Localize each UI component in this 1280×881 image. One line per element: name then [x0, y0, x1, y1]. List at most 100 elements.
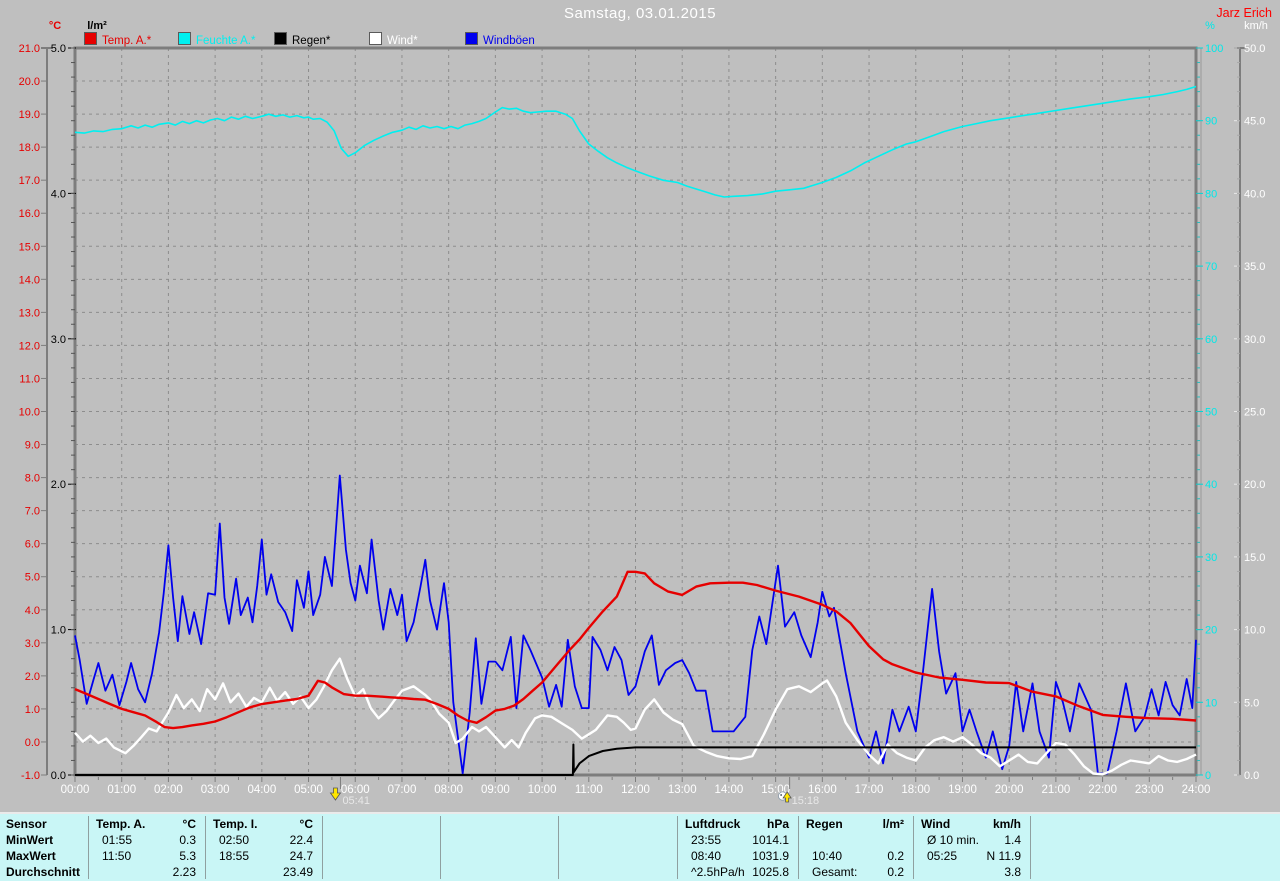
axis-tick-label: 70 — [1205, 261, 1217, 273]
x-axis-hour-label: 06:00 — [341, 784, 370, 796]
table-value-number: 5.3 — [179, 849, 196, 863]
x-axis-hour-label: 17:00 — [855, 784, 884, 796]
table-value-time: 11:50 — [102, 849, 132, 863]
table-col-header-unit: l/m² — [882, 817, 904, 831]
x-axis-hour-label: 18:00 — [901, 784, 930, 796]
axis-unit-humidity: % — [1205, 20, 1215, 32]
legend-swatch-icon — [465, 32, 478, 45]
axis-tick-label: 5.0 — [25, 572, 40, 584]
table-column-separator — [440, 816, 441, 879]
legend-swatch-icon — [369, 32, 382, 45]
x-axis-hour-label: 02:00 — [154, 784, 183, 796]
axis-tick-label: 19.0 — [19, 109, 40, 121]
axis-tick-label: 3.0 — [25, 638, 40, 650]
axis-tick-label: 50 — [1205, 407, 1217, 419]
axis-tick-label: 45.0 — [1244, 116, 1265, 128]
down-arrow-marker-icon — [329, 787, 342, 801]
axis-tick-label: 30.0 — [1244, 334, 1265, 346]
legend-swatch-icon — [274, 32, 287, 45]
axis-tick-label: 21.0 — [19, 43, 40, 55]
series-wind — [74, 657, 1197, 776]
axis-unit-temp: °C — [48, 20, 62, 32]
series-windböen — [74, 474, 1197, 775]
table-col-header: Temp. I. — [213, 817, 258, 831]
table-value-number: 1031.9 — [752, 849, 789, 863]
x-axis-hour-label: 04:00 — [247, 784, 276, 796]
table-col-header-unit: km/h — [992, 817, 1021, 831]
axis-tick-label: 5.0 — [1244, 697, 1259, 709]
axis-tick-label: 1.0 — [25, 704, 40, 716]
axis-tick-label: 0.0 — [25, 737, 40, 749]
axis-tick-label: 30 — [1205, 552, 1217, 564]
x-axis-hour-label: 21:00 — [1041, 784, 1070, 796]
table-value-number: 0.2 — [887, 865, 904, 879]
axis-tick-label: 15.0 — [19, 241, 40, 253]
table-column-separator — [677, 816, 678, 879]
x-axis-hour-label: 03:00 — [201, 784, 230, 796]
table-value-number: 2.23 — [172, 865, 196, 879]
axis-tick-label: 3.0 — [51, 334, 66, 346]
axis-tick-label: 17.0 — [19, 175, 40, 187]
table-row-label: MaxWert — [6, 849, 56, 863]
x-axis-hour-label: 22:00 — [1088, 784, 1117, 796]
table-value-number: N 11.9 — [986, 849, 1021, 863]
legend-item-1: Temp. A.* — [84, 31, 152, 47]
table-value-time: Gesamt: — [812, 865, 858, 879]
axis-tick-label: -1.0 — [21, 770, 40, 782]
legend-label: Windböen — [483, 35, 535, 47]
axis-tick-label: 0.0 — [51, 770, 66, 782]
axis-tick-label: 7.0 — [25, 506, 40, 518]
x-axis-hour-label: 23:00 — [1135, 784, 1164, 796]
table-value-time: 02:50 — [219, 833, 250, 847]
x-axis-hour-label: 14:00 — [715, 784, 744, 796]
legend-swatch-icon — [178, 32, 191, 45]
table-value-number: 1025.8 — [752, 865, 789, 879]
legend-label: Feuchte A.* — [196, 35, 256, 47]
axis-tick-label: 16.0 — [19, 208, 40, 220]
legend-item-2: Feuchte A.* — [178, 31, 256, 47]
x-axis-hour-label: 20:00 — [995, 784, 1024, 796]
marker-time-label: 15:18 — [792, 795, 820, 807]
table-column-separator — [322, 816, 323, 879]
axis-tick-label: 2.0 — [25, 671, 40, 683]
table-value-number: 23.49 — [282, 865, 313, 879]
table-col-header: Wind — [921, 817, 951, 831]
axis-tick-label: 10.0 — [19, 407, 40, 419]
axis-tick-label: 40 — [1205, 479, 1217, 491]
axis-tick-label: 20.0 — [19, 76, 40, 88]
series-regen — [75, 743, 1196, 776]
table-value-time: 05:25 — [927, 849, 958, 863]
table-column-separator — [913, 816, 914, 879]
x-axis-hour-label: 12:00 — [621, 784, 650, 796]
table-value-time: 23:55 — [691, 833, 722, 847]
table-value-number: 3.8 — [1004, 865, 1021, 879]
table-column-separator — [798, 816, 799, 879]
marker-time-label: 05:41 — [342, 795, 370, 807]
table-col-header: Luftdruck — [685, 817, 741, 831]
axis-tick-label: 90 — [1205, 116, 1217, 128]
legend-label: Temp. A.* — [102, 35, 152, 47]
table-value-time: 18:55 — [219, 849, 250, 863]
table-col-header-unit: hPa — [766, 817, 789, 831]
table-row-label: Durchschnitt — [6, 865, 81, 879]
legend-label: Regen* — [292, 35, 331, 47]
x-axis-hour-label: 19:00 — [948, 784, 977, 796]
axis-tick-label: 60 — [1205, 334, 1217, 346]
x-axis-hour-label: 16:00 — [808, 784, 837, 796]
station-owner-label: Jarz Erich — [1216, 6, 1272, 20]
axis-tick-label: 40.0 — [1244, 188, 1265, 200]
table-col-header: Regen — [806, 817, 843, 831]
table-value-time: Ø 10 min. — [927, 833, 980, 847]
axis-tick-label: 10 — [1205, 697, 1217, 709]
legend-label: Wind* — [387, 35, 418, 47]
x-axis-hour-label: 10:00 — [528, 784, 557, 796]
x-axis-hour-label: 11:00 — [575, 784, 603, 796]
axis-tick-label: 2.0 — [51, 479, 66, 491]
table-value-number: 0.2 — [887, 849, 904, 863]
table-value-number: 1014.1 — [752, 833, 789, 847]
axis-tick-label: 0 — [1205, 770, 1211, 782]
sun-arrow-marker-dot — [780, 794, 783, 796]
table-value-number: 24.7 — [289, 849, 313, 863]
table-col-header-unit: °C — [299, 817, 313, 831]
page-title: Samstag, 03.01.2015 — [563, 5, 717, 22]
